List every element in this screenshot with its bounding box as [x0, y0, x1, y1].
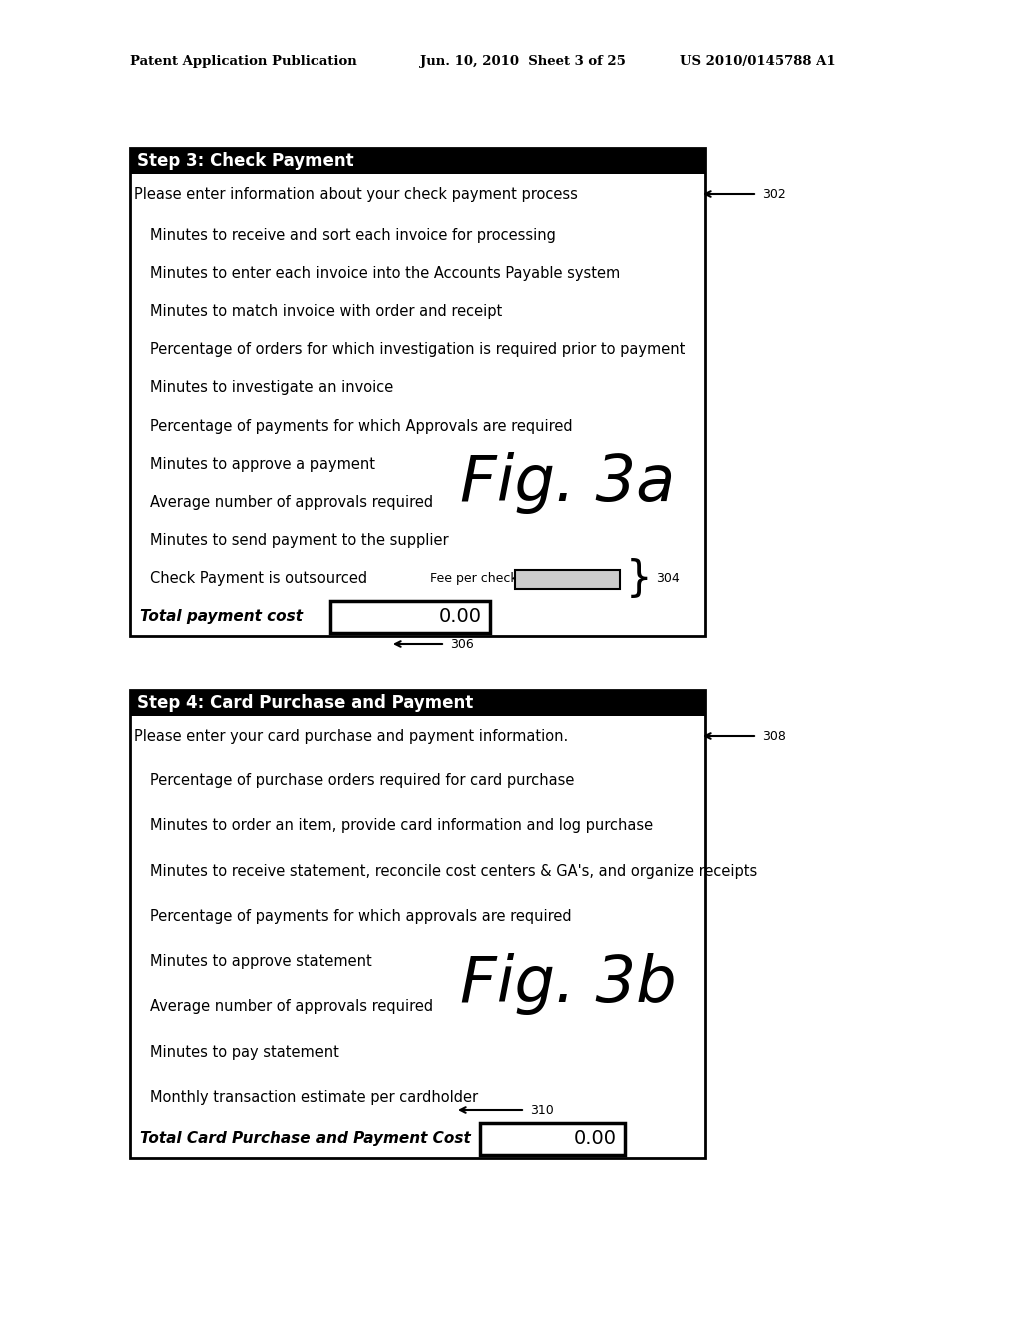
Text: Total Card Purchase and Payment Cost: Total Card Purchase and Payment Cost — [140, 1130, 471, 1146]
Bar — [480, 1123, 625, 1155]
Text: 302: 302 — [762, 187, 785, 201]
Text: Minutes to enter each invoice into the Accounts Payable system: Minutes to enter each invoice into the A… — [150, 265, 621, 281]
Text: Minutes to receive and sort each invoice for processing: Minutes to receive and sort each invoice… — [150, 227, 556, 243]
Text: Fee per check is:: Fee per check is: — [430, 573, 536, 585]
Text: }: } — [626, 558, 652, 599]
Text: Fig. 3a: Fig. 3a — [460, 453, 675, 515]
Text: Please enter your card purchase and payment information.: Please enter your card purchase and paym… — [134, 729, 568, 743]
Text: 308: 308 — [762, 730, 785, 742]
Text: 0.00: 0.00 — [574, 1129, 617, 1147]
Text: Percentage of purchase orders required for card purchase: Percentage of purchase orders required f… — [150, 774, 574, 788]
Text: Fig. 3b: Fig. 3b — [460, 953, 677, 1015]
Text: 0.00: 0.00 — [439, 606, 482, 626]
Text: Minutes to receive statement, reconcile cost centers & GA's, and organize receip: Minutes to receive statement, reconcile … — [150, 863, 758, 879]
Text: Minutes to approve statement: Minutes to approve statement — [150, 954, 372, 969]
Text: Percentage of payments for which Approvals are required: Percentage of payments for which Approva… — [150, 418, 572, 433]
Text: 304: 304 — [656, 573, 680, 585]
Text: Percentage of payments for which approvals are required: Percentage of payments for which approva… — [150, 909, 571, 924]
Text: Check Payment is outsourced: Check Payment is outsourced — [150, 572, 368, 586]
Bar — [515, 570, 620, 590]
Text: Minutes to order an item, provide card information and log purchase: Minutes to order an item, provide card i… — [150, 818, 653, 833]
Text: Total payment cost: Total payment cost — [140, 609, 303, 623]
Text: Minutes to pay statement: Minutes to pay statement — [150, 1044, 339, 1060]
Text: Patent Application Publication: Patent Application Publication — [130, 55, 356, 69]
Bar — [130, 690, 705, 715]
Text: Please enter information about your check payment process: Please enter information about your chec… — [134, 186, 578, 202]
Text: 306: 306 — [450, 638, 474, 651]
Text: Step 4: Card Purchase and Payment: Step 4: Card Purchase and Payment — [137, 694, 473, 711]
Text: Minutes to send payment to the supplier: Minutes to send payment to the supplier — [150, 533, 449, 548]
Text: Minutes to approve a payment: Minutes to approve a payment — [150, 457, 375, 471]
Text: Minutes to match invoice with order and receipt: Minutes to match invoice with order and … — [150, 304, 502, 319]
Text: Monthly transaction estimate per cardholder: Monthly transaction estimate per cardhol… — [150, 1090, 478, 1105]
Text: Average number of approvals required: Average number of approvals required — [150, 495, 433, 510]
Bar — [130, 690, 705, 1158]
Text: Average number of approvals required: Average number of approvals required — [150, 999, 433, 1014]
Text: Minutes to investigate an invoice: Minutes to investigate an invoice — [150, 380, 393, 396]
Text: Step 3: Check Payment: Step 3: Check Payment — [137, 152, 353, 170]
Bar — [130, 148, 705, 174]
Text: Jun. 10, 2010  Sheet 3 of 25: Jun. 10, 2010 Sheet 3 of 25 — [420, 55, 626, 69]
Text: 310: 310 — [530, 1104, 554, 1117]
Bar — [130, 148, 705, 636]
Bar — [330, 601, 490, 634]
Text: Percentage of orders for which investigation is required prior to payment: Percentage of orders for which investiga… — [150, 342, 685, 358]
Text: US 2010/0145788 A1: US 2010/0145788 A1 — [680, 55, 836, 69]
